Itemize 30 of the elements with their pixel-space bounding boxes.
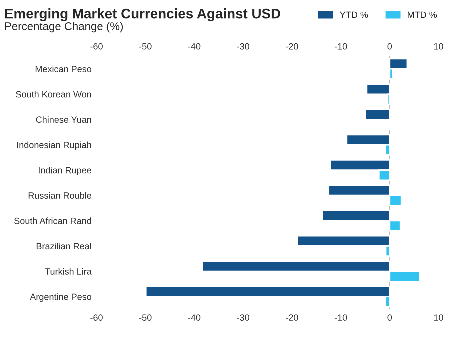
chart-title: Emerging Market Currencies Against USD	[5, 8, 280, 22]
y-tick-label: South African Rand	[14, 218, 92, 224]
legend-label: YTD %	[340, 12, 368, 18]
x-tick-label: -20	[286, 314, 298, 321]
x2-tick-label: -50	[139, 43, 152, 50]
y-tick-label: Indian Rupee	[39, 167, 92, 176]
x-tick-label: 10	[434, 314, 444, 321]
x-tick-label: -40	[188, 314, 201, 321]
x2-tick-label: -30	[237, 43, 250, 50]
x2-tick-label: -40	[188, 43, 201, 50]
y-tick-label: South Korean Won	[16, 91, 92, 98]
y-tick-label: Argentine Peso	[30, 294, 92, 302]
x2-tick-label: -60	[90, 43, 103, 50]
x-tick-label: -30	[237, 314, 250, 321]
y-tick-label: Turkish Lira	[45, 268, 92, 275]
x-tick-label: -50	[139, 314, 152, 321]
x2-tick-label: 10	[434, 43, 444, 50]
y-tick-label: Indonesian Rupiah	[17, 142, 92, 150]
x2-tick-label: -10	[334, 43, 348, 50]
x-tick-label: -10	[334, 314, 348, 321]
y-tick-label: Mexican Peso	[36, 66, 92, 72]
x2-tick-label: 0	[388, 43, 392, 50]
legend-label: MTD %	[408, 12, 438, 18]
x-tick-label: 0	[388, 314, 392, 321]
y-tick-label: Russian Rouble	[28, 192, 92, 199]
chart-subtitle: Percentage Change (%)	[5, 22, 124, 33]
x2-tick-label: -20	[286, 43, 298, 50]
y-tick-label: Chinese Yuan	[36, 116, 92, 124]
y-tick-label: Brazilian Real	[36, 242, 92, 250]
x-tick-label: -60	[90, 314, 103, 321]
